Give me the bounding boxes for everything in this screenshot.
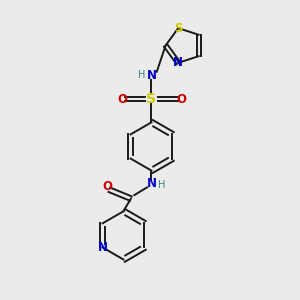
Text: H: H — [138, 70, 146, 80]
Text: H: H — [158, 180, 166, 190]
Text: N: N — [98, 241, 108, 254]
Text: S: S — [146, 92, 157, 106]
Text: N: N — [146, 69, 157, 82]
Text: S: S — [174, 22, 182, 34]
Text: O: O — [176, 93, 186, 106]
Text: N: N — [173, 56, 183, 69]
Text: N: N — [146, 177, 157, 190]
Text: O: O — [102, 180, 112, 193]
Text: O: O — [117, 93, 127, 106]
